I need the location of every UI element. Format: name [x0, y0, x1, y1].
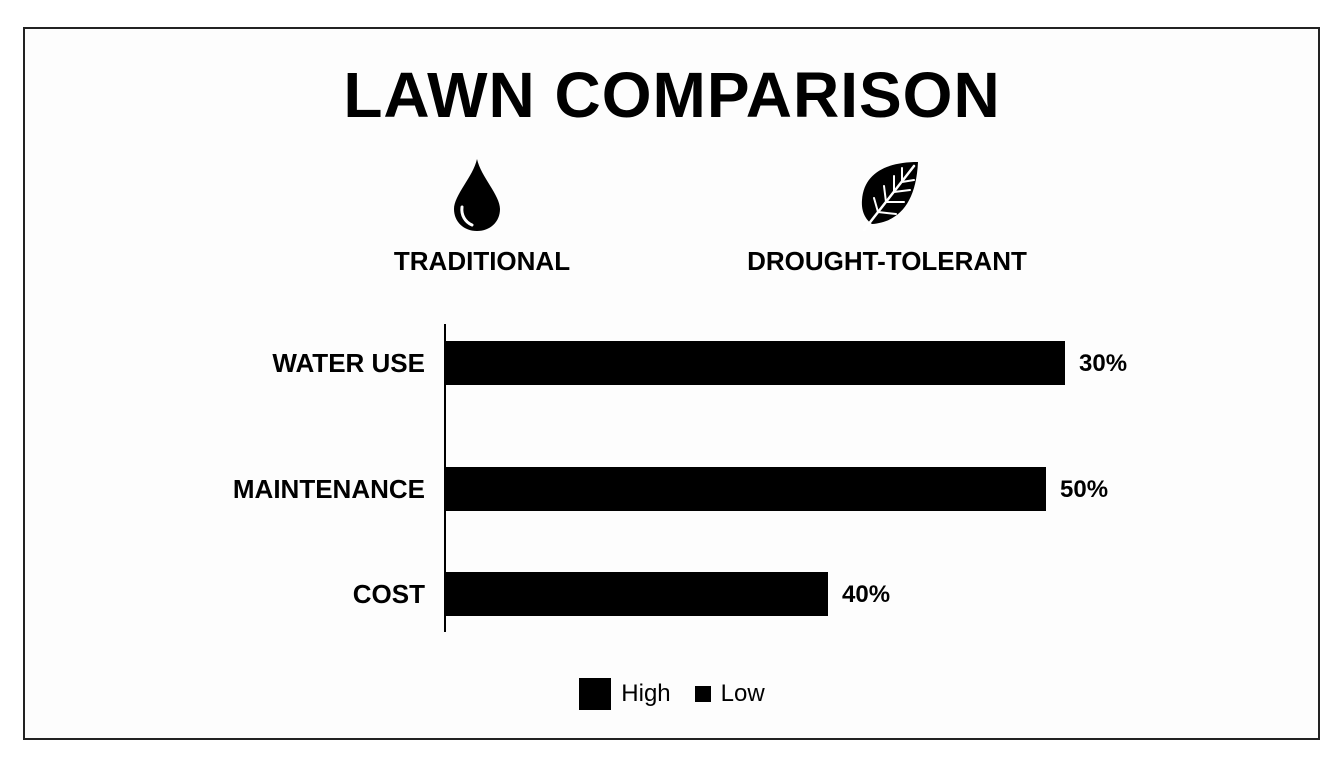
column-header-drought-tolerant: DROUGHT-TOLERANT: [747, 246, 1027, 276]
category-label: COST: [353, 579, 425, 609]
legend-swatch-high: [579, 678, 612, 710]
legend-swatch-low: [694, 686, 711, 702]
legend-label-high: High: [621, 680, 671, 707]
legend-item-high: High: [579, 678, 671, 710]
legend-item-low: Low: [694, 680, 765, 708]
category-label: MAINTENANCE: [233, 474, 425, 504]
water-drop-icon: [454, 159, 500, 231]
value-label: 30%: [1079, 350, 1127, 377]
value-label: 50%: [1060, 476, 1108, 503]
leaf-icon: [861, 162, 918, 232]
bar-maintenance: [446, 467, 1046, 511]
legend: High Low: [0, 678, 1344, 710]
bar-water-use: [446, 341, 1065, 385]
category-label: WATER USE: [272, 348, 425, 378]
value-label: 40%: [842, 581, 890, 608]
bar-cost: [446, 572, 828, 616]
chart-title: LAWN COMPARISON: [343, 59, 1001, 131]
legend-label-low: Low: [720, 680, 765, 707]
column-header-traditional: TRADITIONAL: [393, 246, 571, 276]
